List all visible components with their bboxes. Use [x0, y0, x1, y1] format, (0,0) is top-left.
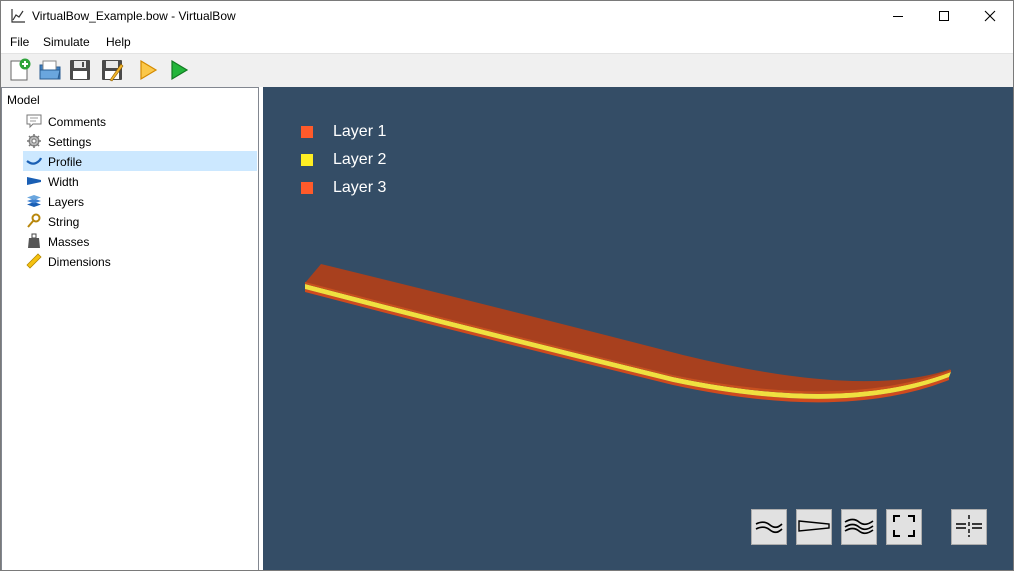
3d-view-icon: [843, 516, 875, 539]
tree-item-dimensions[interactable]: Dimensions: [23, 251, 257, 271]
tree-item-label: Width: [48, 175, 79, 189]
tree-item-width[interactable]: Width: [23, 171, 257, 191]
toolbar: [1, 53, 1013, 87]
legend-label: Layer 1: [333, 123, 387, 140]
minimize-button[interactable]: [875, 1, 921, 31]
tree-root-label[interactable]: Model: [7, 93, 40, 107]
open-button[interactable]: [36, 57, 64, 85]
close-icon: [984, 10, 996, 22]
run-dynamics-icon: [167, 58, 191, 85]
legend-swatch: [301, 154, 313, 166]
profile-view-icon: [754, 517, 784, 538]
tree-item-label: String: [48, 215, 80, 229]
tree-item-masses[interactable]: Masses: [23, 231, 257, 251]
bow-limb-render: [305, 264, 951, 403]
layers-icon: [26, 193, 42, 209]
maximize-icon: [938, 10, 950, 22]
menu-simulate[interactable]: Simulate: [43, 35, 90, 49]
legend-swatch: [301, 126, 313, 138]
limb-top-surface: [305, 264, 951, 395]
gear-icon: [26, 133, 42, 149]
run-statics-button[interactable]: [134, 57, 162, 85]
ruler-icon: [26, 253, 42, 269]
save-as-icon: [100, 58, 124, 85]
profile-view-button[interactable]: [751, 509, 787, 545]
save-icon: [68, 58, 92, 85]
string-icon: [26, 213, 42, 229]
new-button[interactable]: [6, 57, 34, 85]
tree-item-label: Profile: [48, 155, 83, 169]
close-button[interactable]: [967, 1, 1013, 31]
tree-item-layers[interactable]: Layers: [23, 191, 257, 211]
tree-item-settings[interactable]: Settings: [23, 131, 257, 151]
tree-item-label: Comments: [48, 115, 107, 129]
save-as-button[interactable]: [98, 57, 126, 85]
tree-item-label: Layers: [48, 195, 85, 209]
fit-view-icon: [893, 514, 915, 540]
legend-label: Layer 3: [333, 179, 387, 196]
weight-icon: [26, 233, 42, 249]
tree-item-profile[interactable]: Profile: [23, 151, 257, 171]
menu-help[interactable]: Help: [106, 35, 131, 49]
legend-label: Layer 2: [333, 151, 387, 168]
profile-icon: [26, 153, 43, 169]
run-dynamics-button[interactable]: [165, 57, 193, 85]
width-view-button[interactable]: [796, 509, 832, 545]
width-view-icon: [798, 518, 830, 537]
minimize-icon: [892, 10, 904, 22]
title-bar[interactable]: VirtualBow_Example.bow - VirtualBow: [1, 1, 1013, 31]
tree-item-label: Masses: [48, 235, 90, 249]
tree-item-label: Settings: [48, 135, 92, 149]
comment-icon: [26, 113, 42, 129]
tree-item-comments[interactable]: Comments: [23, 111, 257, 131]
window-title: VirtualBow_Example.bow - VirtualBow: [32, 9, 236, 23]
legend-swatch: [301, 182, 313, 194]
tree-item-label: Dimensions: [48, 255, 111, 269]
run-statics-icon: [136, 58, 160, 85]
symmetric-view-icon: [954, 514, 984, 541]
3d-view-button[interactable]: [841, 509, 877, 545]
model-tree: Model Comments Settings Profile: [1, 87, 259, 570]
3d-viewport[interactable]: Layer 1 Layer 2 Layer 3: [263, 87, 1013, 570]
symmetric-view-button[interactable]: [951, 509, 987, 545]
width-icon: [26, 173, 42, 189]
menu-bar: File Simulate Help: [1, 32, 1013, 53]
open-file-icon: [38, 58, 62, 85]
fit-view-button[interactable]: [886, 509, 922, 545]
new-file-icon: [8, 58, 32, 85]
menu-file[interactable]: File: [10, 35, 30, 49]
save-button[interactable]: [66, 57, 94, 85]
tree-item-string[interactable]: String: [23, 211, 257, 231]
maximize-button[interactable]: [921, 1, 967, 31]
chart-icon: [10, 8, 26, 24]
